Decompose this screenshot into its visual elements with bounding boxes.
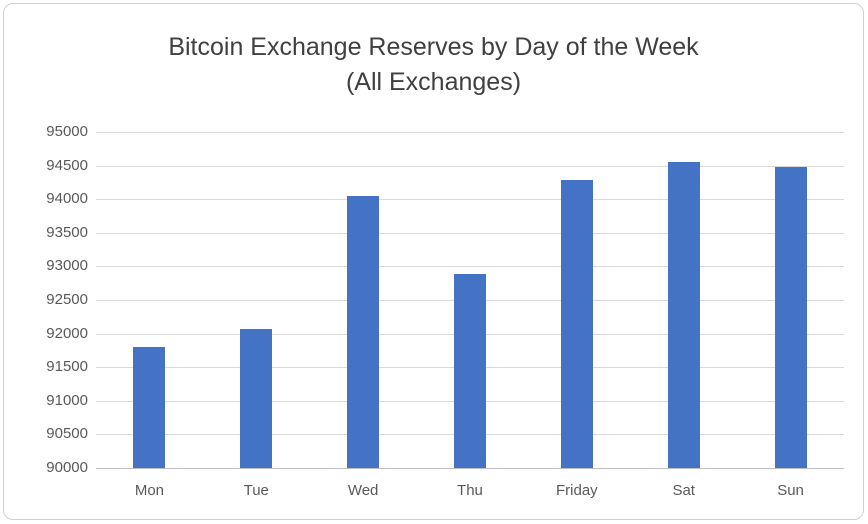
y-tick-label: 93500 bbox=[46, 223, 88, 241]
x-axis-labels: Mon Tue Wed Thu Friday Sat Sun bbox=[96, 482, 844, 504]
x-tick-label: Wed bbox=[347, 482, 379, 499]
chart-title-block: Bitcoin Exchange Reserves by Day of the … bbox=[4, 30, 863, 100]
y-tick-label: 95000 bbox=[46, 123, 88, 140]
bar-mon bbox=[133, 347, 166, 468]
chart-frame: Bitcoin Exchange Reserves by Day of the … bbox=[3, 3, 864, 520]
bar-wed bbox=[347, 195, 380, 468]
y-axis-labels: 90000 90500 91000 91500 92000 92500 93000 93500… bbox=[4, 123, 88, 476]
y-tick-label: 94500 bbox=[46, 156, 88, 174]
y-tick-label: 94000 bbox=[46, 190, 88, 208]
chart-title: Bitcoin Exchange Reserves by Day of the … bbox=[168, 33, 699, 61]
chart-subtitle: (All Exchanges) bbox=[345, 68, 522, 96]
y-tick-label: 92000 bbox=[46, 324, 88, 342]
gridline bbox=[96, 232, 844, 234]
x-tick-label: Friday bbox=[556, 482, 598, 499]
bar-thu bbox=[454, 273, 486, 468]
bar-sat bbox=[667, 161, 700, 468]
y-tick-label: 93000 bbox=[46, 257, 88, 275]
gridline bbox=[96, 132, 844, 133]
gridline bbox=[96, 199, 844, 201]
y-tick-label: 91500 bbox=[46, 358, 88, 376]
bar-sun bbox=[774, 166, 807, 468]
x-tick-label: Thu bbox=[457, 482, 483, 499]
bar-friday bbox=[560, 179, 593, 468]
plot-area bbox=[96, 132, 844, 469]
bar-tue bbox=[240, 328, 273, 468]
x-tick-label: Mon bbox=[134, 482, 165, 499]
x-tick-label: Tue bbox=[243, 482, 269, 499]
gridline bbox=[96, 165, 844, 167]
y-tick-label: 91000 bbox=[46, 391, 88, 409]
x-axis-line bbox=[96, 468, 844, 469]
gridline bbox=[96, 266, 844, 268]
x-tick-label: Sat bbox=[672, 482, 695, 499]
x-tick-label: Sun bbox=[777, 482, 804, 499]
y-tick-label: 92500 bbox=[46, 291, 88, 308]
y-tick-label: 90500 bbox=[46, 425, 88, 443]
y-tick-label: 90000 bbox=[46, 459, 88, 476]
